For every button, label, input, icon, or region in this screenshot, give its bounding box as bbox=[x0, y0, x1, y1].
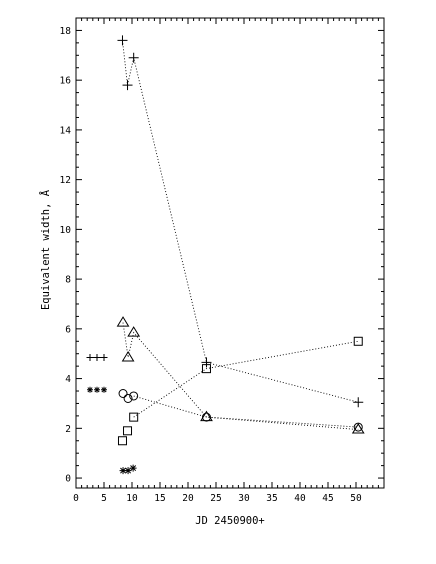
y-tick-label: 12 bbox=[60, 175, 71, 186]
legend-asterisk-marker bbox=[87, 386, 93, 393]
square-series-line bbox=[133, 340, 359, 418]
circle-marker bbox=[201, 412, 211, 422]
square-marker bbox=[117, 436, 127, 446]
legend bbox=[86, 353, 108, 393]
x-tick-label: 50 bbox=[350, 493, 362, 504]
x-tick-label: 15 bbox=[154, 493, 165, 504]
y-tick-labels: 0 2 4 6 8 10 12 14 16 18 bbox=[60, 26, 72, 485]
legend-asterisk-marker bbox=[94, 386, 100, 393]
circle-series-line bbox=[133, 395, 359, 428]
legend-plus-marker bbox=[86, 353, 94, 361]
x-tick-label: 20 bbox=[182, 493, 194, 504]
y-tick-label: 18 bbox=[60, 26, 72, 37]
asterisk-marker bbox=[119, 467, 127, 475]
x-tick-label: 45 bbox=[322, 493, 333, 504]
x-tick-label: 30 bbox=[238, 493, 250, 504]
circle-marker bbox=[118, 389, 128, 399]
triangle-marker bbox=[127, 326, 141, 337]
asterisk-marker bbox=[124, 467, 132, 475]
y-tick-label: 14 bbox=[60, 125, 72, 136]
x-tick-label: 25 bbox=[210, 493, 221, 504]
y-axis-label: Equivalent width, Å bbox=[39, 189, 52, 310]
square-marker bbox=[353, 336, 363, 346]
triangle-marker bbox=[351, 423, 365, 434]
square-marker bbox=[123, 426, 133, 436]
plus-marker bbox=[201, 357, 212, 368]
y-tick-label: 2 bbox=[65, 424, 71, 435]
y-tick-label: 6 bbox=[65, 324, 71, 335]
x-tick-label: 0 bbox=[73, 493, 79, 504]
circle-marker bbox=[353, 422, 363, 432]
triangle-marker bbox=[116, 316, 130, 327]
legend-plus-marker bbox=[100, 353, 108, 361]
legend-asterisk-marker bbox=[101, 386, 107, 393]
plot-frame bbox=[75, 17, 385, 489]
x-tick-labels: 0 5 10 15 20 25 30 35 40 45 50 bbox=[73, 493, 362, 504]
x-tick-label: 35 bbox=[266, 493, 277, 504]
triangle-series-line bbox=[122, 322, 359, 431]
circle-marker bbox=[129, 391, 139, 401]
legend-plus-marker bbox=[93, 353, 101, 361]
x-tick-label: 10 bbox=[126, 493, 138, 504]
y-tick-label: 8 bbox=[65, 275, 71, 286]
square-marker bbox=[201, 364, 211, 374]
asterisk-marker bbox=[129, 464, 137, 472]
plus-marker bbox=[353, 397, 364, 408]
x-tick-label: 5 bbox=[101, 493, 107, 504]
axis-ticks bbox=[75, 18, 384, 488]
y-tick-label: 0 bbox=[65, 474, 71, 485]
plus-marker bbox=[122, 80, 133, 91]
plus-marker bbox=[128, 52, 139, 63]
x-tick-label: 40 bbox=[294, 493, 306, 504]
square-marker bbox=[129, 412, 139, 422]
y-tick-label: 4 bbox=[65, 374, 71, 385]
y-tick-label: 16 bbox=[60, 76, 72, 87]
circle-marker bbox=[123, 393, 133, 403]
x-axis-label: JD 2450900+ bbox=[195, 515, 265, 527]
triangle-marker bbox=[121, 350, 135, 362]
y-tick-label: 10 bbox=[60, 225, 72, 236]
data-points bbox=[116, 35, 365, 475]
plus-marker bbox=[117, 35, 128, 46]
